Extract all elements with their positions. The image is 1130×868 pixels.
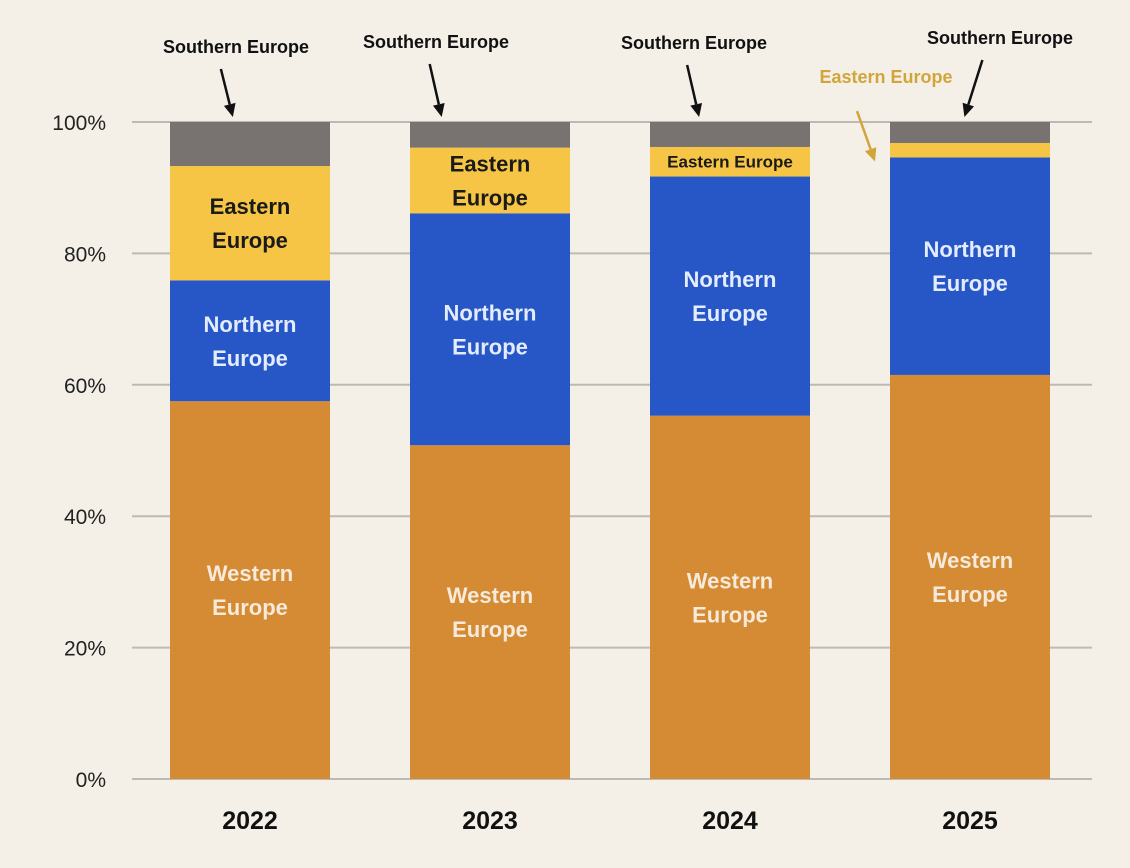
- segment-label-line: Europe: [452, 185, 528, 210]
- bar-segment-2025-eastern-europe: [890, 143, 1050, 158]
- bar-segment-2025-western-europe: [890, 374, 1050, 779]
- segment-label-line: Western: [207, 561, 293, 586]
- segment-label-line: Europe: [212, 346, 288, 371]
- segment-label-line: Northern: [684, 267, 777, 292]
- x-tick-label-2025: 2025: [942, 807, 998, 835]
- callout-arrow-line-2023-southern-europe: [428, 63, 441, 105]
- segment-label-line: Eastern: [450, 151, 531, 176]
- callout-arrow-line-2025-southern-europe: [967, 59, 984, 105]
- x-tick-label-2024: 2024: [702, 807, 758, 835]
- segment-label-line: Europe: [932, 271, 1008, 296]
- bar-segment-2022-eastern-europe: [170, 166, 330, 281]
- y-axis-tick-labels: 0% 20% 40% 60% 80% 100%: [52, 112, 106, 792]
- bar-segment-2023-northern-europe: [410, 213, 570, 446]
- segment-label-2023-eastern-europe: Eastern Europe: [450, 151, 531, 210]
- segment-labels: Western Europe Northern Europe Eastern Europe…: [204, 151, 1017, 642]
- segment-label-2022-eastern-europe: Eastern Europe: [210, 194, 291, 253]
- y-tick-label-80: 80%: [64, 243, 106, 266]
- callout-label-2024-southern-europe: Southern Europe: [621, 33, 767, 53]
- segment-label-2025-western-europe: Western Europe: [927, 548, 1013, 607]
- bar-segment-2023-eastern-europe: [410, 147, 570, 214]
- segment-label-line: Europe: [932, 582, 1008, 607]
- segment-label-line: Northern: [204, 312, 297, 337]
- segment-label-line: Northern: [444, 300, 537, 325]
- callout-arrow-head-2022-southern-europe: [223, 102, 236, 117]
- callout-arrow-line-2024-southern-europe: [685, 64, 698, 105]
- bar-segment-2022-northern-europe: [170, 280, 330, 402]
- x-axis-category-labels: 2022 2023 2024 2025: [222, 807, 998, 835]
- bar-segment-2023-western-europe: [410, 445, 570, 779]
- segment-label-line: Northern: [924, 237, 1017, 262]
- segment-label-line: Europe: [452, 617, 528, 642]
- callout-label-2023-southern-europe: Southern Europe: [363, 32, 509, 52]
- segment-label-line: Western: [927, 548, 1013, 573]
- segment-label-line: Europe: [692, 301, 768, 326]
- segment-label-line: Europe: [452, 334, 528, 359]
- bar-segment-2024-southern-europe: [650, 122, 810, 147]
- callout-arrow-head-2024-southern-europe: [690, 102, 703, 117]
- bar-segments: [170, 122, 1050, 779]
- segment-label-2022-western-europe: Western Europe: [207, 561, 293, 620]
- segment-label-2024-eastern-europe: Eastern Europe: [667, 153, 793, 172]
- segment-label-2024-western-europe: Western Europe: [687, 568, 773, 627]
- segment-label-line: Eastern: [210, 194, 291, 219]
- callout-arrow-line-2025-eastern-europe: [855, 110, 872, 150]
- segment-label-2025-northern-europe: Northern Europe: [924, 237, 1017, 296]
- y-tick-label-0: 0%: [76, 769, 106, 792]
- bar-segment-2024-northern-europe: [650, 176, 810, 416]
- bar-segment-2022-southern-europe: [170, 122, 330, 167]
- segment-label-line: Europe: [212, 228, 288, 253]
- callout-label-2025-eastern-europe: Eastern Europe: [819, 67, 952, 87]
- callout-annotations: Southern Europe Southern Europe Southern E…: [163, 28, 1073, 162]
- segment-label-2024-northern-europe: Northern Europe: [684, 267, 777, 326]
- y-tick-label-60: 60%: [64, 375, 106, 398]
- callout-arrow-head-2025-eastern-europe: [864, 147, 877, 162]
- segment-label-2023-western-europe: Western Europe: [447, 583, 533, 642]
- callout-label-2025-southern-europe: Southern Europe: [927, 28, 1073, 48]
- bar-segment-2024-eastern-europe: [650, 146, 810, 177]
- bar-segment-2025-southern-europe: [890, 122, 1050, 144]
- bar-segment-2025-northern-europe: [890, 157, 1050, 375]
- bar-segment-2022-western-europe: [170, 401, 330, 779]
- y-tick-label-40: 40%: [64, 506, 106, 529]
- segment-label-2023-northern-europe: Northern Europe: [444, 300, 537, 359]
- callout-arrow-head-2023-southern-europe: [432, 102, 445, 117]
- segment-label-line: Europe: [692, 602, 768, 627]
- segment-label-2022-northern-europe: Northern Europe: [204, 312, 297, 371]
- callout-arrow-line-2022-southern-europe: [219, 68, 231, 105]
- y-tick-label-20: 20%: [64, 638, 106, 661]
- segment-label-line: Europe: [212, 595, 288, 620]
- bar-segment-2023-southern-europe: [410, 122, 570, 148]
- x-tick-label-2022: 2022: [222, 807, 278, 835]
- segment-label-line: Western: [687, 568, 773, 593]
- callout-label-2022-southern-europe: Southern Europe: [163, 37, 309, 57]
- segment-label-line: Eastern Europe: [667, 153, 793, 172]
- x-tick-label-2023: 2023: [462, 807, 518, 835]
- callout-arrow-head-2025-southern-europe: [962, 102, 975, 117]
- y-tick-label-100: 100%: [52, 112, 106, 135]
- segment-label-line: Western: [447, 583, 533, 608]
- bar-segment-2024-western-europe: [650, 415, 810, 779]
